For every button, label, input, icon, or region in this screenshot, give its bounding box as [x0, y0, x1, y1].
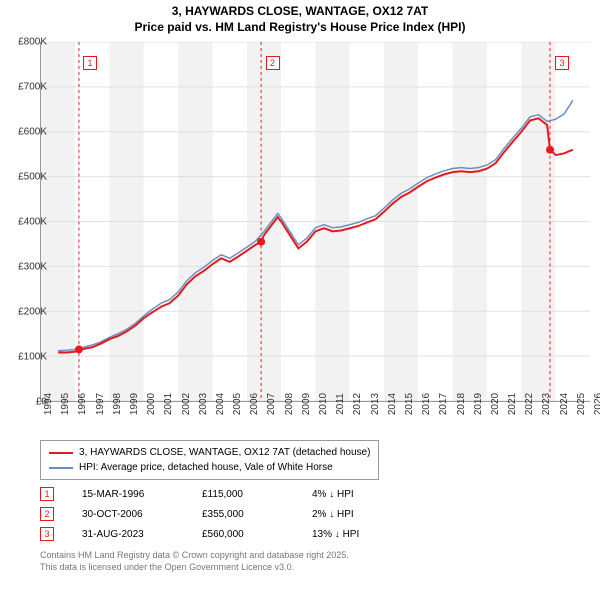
sale-diff: 13% ↓ HPI	[312, 529, 412, 540]
footer-line2: This data is licensed under the Open Gov…	[40, 562, 349, 574]
x-axis-label: 1994	[43, 393, 54, 415]
y-axis-label: £700K	[18, 82, 47, 93]
legend-row-2: HPI: Average price, detached house, Vale…	[49, 460, 370, 475]
sale-price: £560,000	[202, 529, 312, 540]
legend-swatch-1	[49, 452, 73, 454]
sale-date: 31-AUG-2023	[82, 529, 202, 540]
x-axis-label: 1996	[77, 393, 88, 415]
x-axis-label: 2005	[232, 393, 243, 415]
x-axis-label: 2012	[352, 393, 363, 415]
y-axis-label: £600K	[18, 127, 47, 138]
chart-sale-marker: 2	[266, 56, 280, 70]
x-axis-label: 1995	[60, 393, 71, 415]
x-axis-label: 2001	[163, 393, 174, 415]
x-axis-label: 2010	[318, 393, 329, 415]
x-axis-label: 2009	[301, 393, 312, 415]
x-axis-label: 2013	[370, 393, 381, 415]
legend-label-1: 3, HAYWARDS CLOSE, WANTAGE, OX12 7AT (de…	[79, 445, 370, 460]
y-axis-label: £300K	[18, 262, 47, 273]
chart-footer: Contains HM Land Registry data © Crown c…	[40, 550, 349, 573]
chart-sale-marker: 1	[83, 56, 97, 70]
x-axis-label: 2007	[266, 393, 277, 415]
x-axis-label: 2006	[249, 393, 260, 415]
x-axis-label: 2017	[438, 393, 449, 415]
y-axis-label: £400K	[18, 217, 47, 228]
chart-svg	[41, 42, 590, 401]
sale-price: £115,000	[202, 489, 312, 500]
x-axis-label: 2003	[198, 393, 209, 415]
legend-swatch-2	[49, 467, 73, 469]
title-line1: 3, HAYWARDS CLOSE, WANTAGE, OX12 7AT	[0, 4, 600, 20]
x-axis-label: 2021	[507, 393, 518, 415]
x-axis-label: 2019	[473, 393, 484, 415]
x-axis-label: 2022	[524, 393, 535, 415]
sales-row: 3 31-AUG-2023£560,00013% ↓ HPI	[40, 524, 412, 544]
x-axis-label: 2026	[593, 393, 600, 415]
sale-marker-box: 1	[40, 487, 54, 501]
x-axis-label: 2002	[181, 393, 192, 415]
x-axis-label: 2004	[215, 393, 226, 415]
sale-marker-box: 3	[40, 527, 54, 541]
chart-legend: 3, HAYWARDS CLOSE, WANTAGE, OX12 7AT (de…	[40, 440, 379, 480]
chart-container: 3, HAYWARDS CLOSE, WANTAGE, OX12 7AT Pri…	[0, 0, 600, 590]
x-axis-label: 1999	[129, 393, 140, 415]
sales-row: 2 30-OCT-2006£355,0002% ↓ HPI	[40, 504, 412, 524]
x-axis-label: 2008	[284, 393, 295, 415]
legend-row-1: 3, HAYWARDS CLOSE, WANTAGE, OX12 7AT (de…	[49, 445, 370, 460]
sales-row: 1 15-MAR-1996£115,0004% ↓ HPI	[40, 484, 412, 504]
y-axis-label: £800K	[18, 37, 47, 48]
x-axis-label: 2020	[490, 393, 501, 415]
sale-date: 30-OCT-2006	[82, 509, 202, 520]
footer-line1: Contains HM Land Registry data © Crown c…	[40, 550, 349, 562]
x-axis-label: 2025	[576, 393, 587, 415]
x-axis-label: 2015	[404, 393, 415, 415]
chart-sale-marker: 3	[555, 56, 569, 70]
x-axis-label: 1998	[112, 393, 123, 415]
chart-plot-area: 1 2 3	[40, 42, 590, 402]
sale-diff: 2% ↓ HPI	[312, 509, 412, 520]
x-axis-label: 2011	[335, 393, 346, 415]
x-axis-label: 2023	[541, 393, 552, 415]
title-line2: Price paid vs. HM Land Registry's House …	[0, 20, 600, 36]
x-axis-label: 2024	[559, 393, 570, 415]
sales-table: 1 15-MAR-1996£115,0004% ↓ HPI 2 30-OCT-2006…	[40, 484, 412, 544]
sale-date: 15-MAR-1996	[82, 489, 202, 500]
sale-price: £355,000	[202, 509, 312, 520]
x-axis-label: 2016	[421, 393, 432, 415]
x-axis-label: 2014	[387, 393, 398, 415]
sale-marker-box: 2	[40, 507, 54, 521]
legend-label-2: HPI: Average price, detached house, Vale…	[79, 460, 333, 475]
y-axis-label: £100K	[18, 352, 47, 363]
x-axis-label: 1997	[95, 393, 106, 415]
x-axis-label: 2018	[456, 393, 467, 415]
y-axis-label: £200K	[18, 307, 47, 318]
x-axis-label: 2000	[146, 393, 157, 415]
y-axis-label: £500K	[18, 172, 47, 183]
sale-diff: 4% ↓ HPI	[312, 489, 412, 500]
chart-title: 3, HAYWARDS CLOSE, WANTAGE, OX12 7AT Pri…	[0, 0, 600, 35]
